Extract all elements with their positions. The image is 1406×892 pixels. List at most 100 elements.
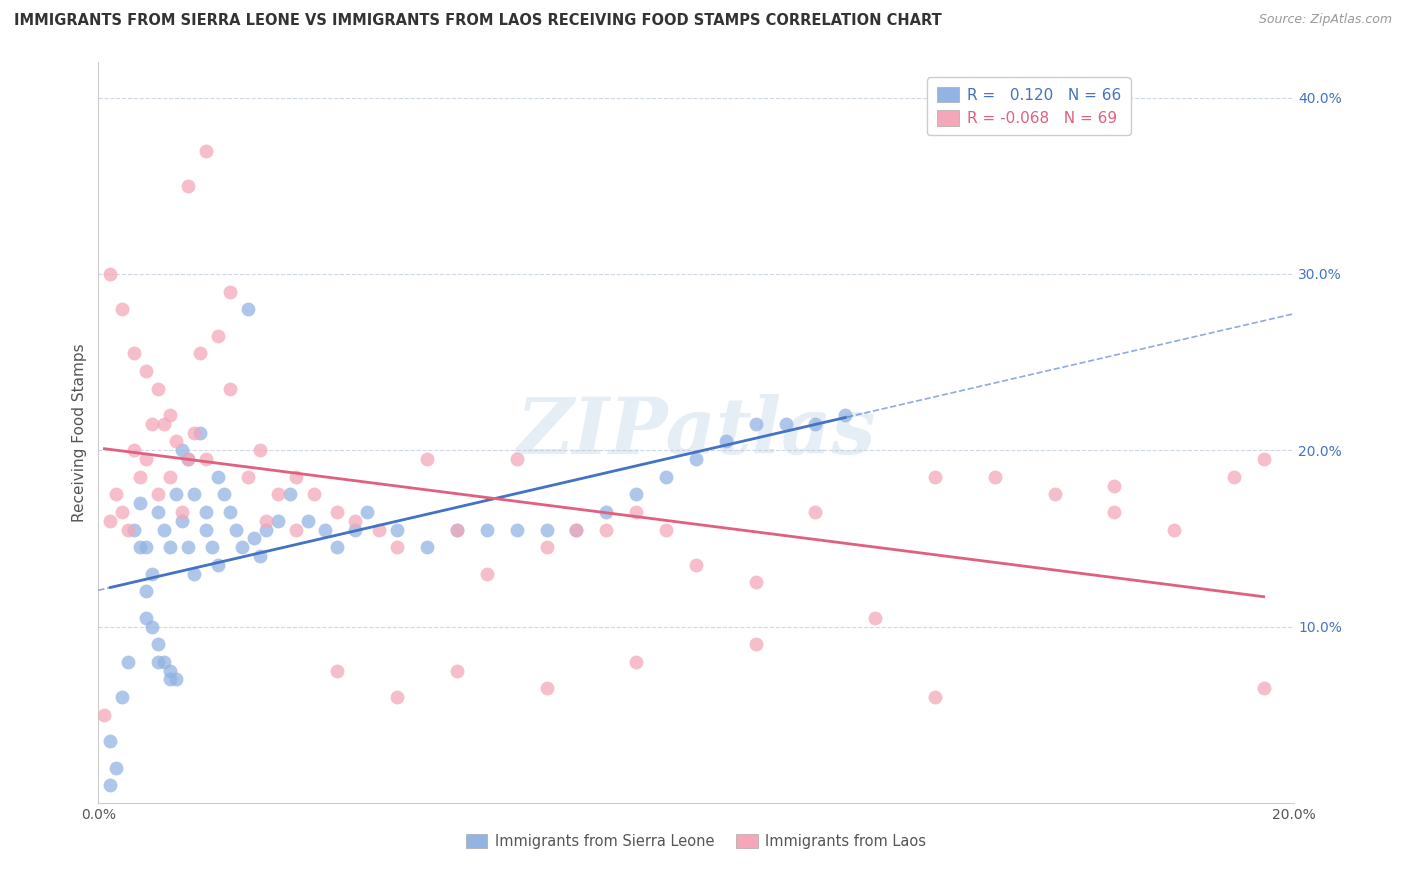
Point: [188, 346, 211, 360]
Point: [124, 523, 146, 537]
Point: [172, 514, 194, 528]
Point: [626, 487, 648, 501]
Point: [219, 382, 242, 396]
Point: [506, 452, 529, 467]
Point: [284, 523, 307, 537]
Point: [302, 487, 325, 501]
Point: [183, 425, 205, 440]
Point: [506, 523, 529, 537]
Text: Source: ZipAtlas.com: Source: ZipAtlas.com: [1258, 13, 1392, 27]
Point: [135, 452, 157, 467]
Point: [536, 540, 558, 554]
Point: [93, 707, 115, 722]
Point: [326, 540, 349, 554]
Point: [475, 523, 498, 537]
Point: [1163, 523, 1185, 537]
Point: [105, 487, 128, 501]
Point: [249, 549, 271, 563]
Point: [159, 540, 181, 554]
Point: [254, 523, 277, 537]
Point: [565, 523, 588, 537]
Point: [129, 540, 152, 554]
Point: [153, 417, 176, 431]
Point: [165, 673, 187, 687]
Point: [98, 514, 122, 528]
Point: [129, 496, 152, 510]
Point: [595, 523, 617, 537]
Point: [368, 523, 391, 537]
Point: [297, 514, 319, 528]
Point: [775, 417, 797, 431]
Point: [626, 655, 648, 669]
Point: [135, 364, 157, 378]
Point: [148, 505, 170, 519]
Point: [195, 505, 218, 519]
Point: [278, 487, 301, 501]
Point: [745, 575, 768, 590]
Point: [446, 523, 468, 537]
Point: [385, 690, 409, 704]
Point: [201, 540, 224, 554]
Point: [207, 328, 229, 343]
Point: [159, 469, 181, 483]
Point: [1043, 487, 1066, 501]
Text: ZIPatlas: ZIPatlas: [516, 394, 876, 471]
Point: [141, 566, 163, 581]
Point: [254, 514, 277, 528]
Point: [129, 469, 152, 483]
Point: [626, 505, 648, 519]
Point: [111, 505, 134, 519]
Point: [745, 637, 768, 651]
Point: [124, 443, 146, 458]
Point: [135, 584, 157, 599]
Point: [344, 514, 367, 528]
Point: [124, 346, 146, 360]
Point: [141, 417, 163, 431]
Point: [834, 408, 856, 422]
Point: [1253, 681, 1275, 696]
Point: [714, 434, 737, 449]
Point: [172, 443, 194, 458]
Point: [236, 302, 259, 317]
Point: [111, 302, 134, 317]
Point: [141, 619, 163, 633]
Point: [172, 505, 194, 519]
Point: [745, 417, 768, 431]
Point: [685, 558, 707, 572]
Point: [148, 655, 170, 669]
Point: [207, 558, 229, 572]
Point: [865, 610, 887, 624]
Point: [195, 452, 218, 467]
Point: [195, 144, 218, 158]
Point: [1104, 478, 1126, 492]
Point: [98, 734, 122, 748]
Text: IMMIGRANTS FROM SIERRA LEONE VS IMMIGRANTS FROM LAOS RECEIVING FOOD STAMPS CORRE: IMMIGRANTS FROM SIERRA LEONE VS IMMIGRAN…: [14, 13, 942, 29]
Point: [148, 487, 170, 501]
Point: [111, 690, 134, 704]
Point: [135, 610, 157, 624]
Point: [177, 452, 200, 467]
Point: [984, 469, 1007, 483]
Point: [655, 523, 678, 537]
Point: [475, 566, 498, 581]
Point: [804, 417, 827, 431]
Point: [416, 452, 439, 467]
Point: [924, 469, 946, 483]
Point: [212, 487, 235, 501]
Point: [231, 540, 253, 554]
Y-axis label: Receiving Food Stamps: Receiving Food Stamps: [72, 343, 87, 522]
Point: [326, 664, 349, 678]
Point: [183, 566, 205, 581]
Point: [655, 469, 678, 483]
Point: [148, 382, 170, 396]
Point: [804, 505, 827, 519]
Point: [165, 487, 187, 501]
Point: [446, 664, 468, 678]
Point: [536, 681, 558, 696]
Point: [219, 285, 242, 299]
Point: [446, 523, 468, 537]
Point: [243, 532, 266, 546]
Point: [219, 505, 242, 519]
Point: [1253, 452, 1275, 467]
Point: [159, 673, 181, 687]
